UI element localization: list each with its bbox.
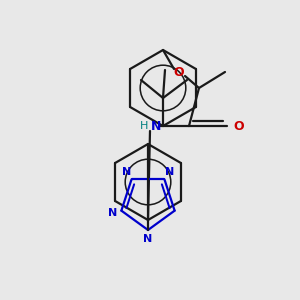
Text: O: O bbox=[234, 119, 244, 133]
Text: O: O bbox=[174, 65, 184, 79]
Text: N: N bbox=[122, 167, 131, 177]
Text: N: N bbox=[108, 208, 117, 218]
Text: N: N bbox=[165, 167, 174, 177]
Text: N: N bbox=[151, 119, 161, 133]
Text: N: N bbox=[143, 234, 153, 244]
Text: H: H bbox=[140, 121, 148, 131]
